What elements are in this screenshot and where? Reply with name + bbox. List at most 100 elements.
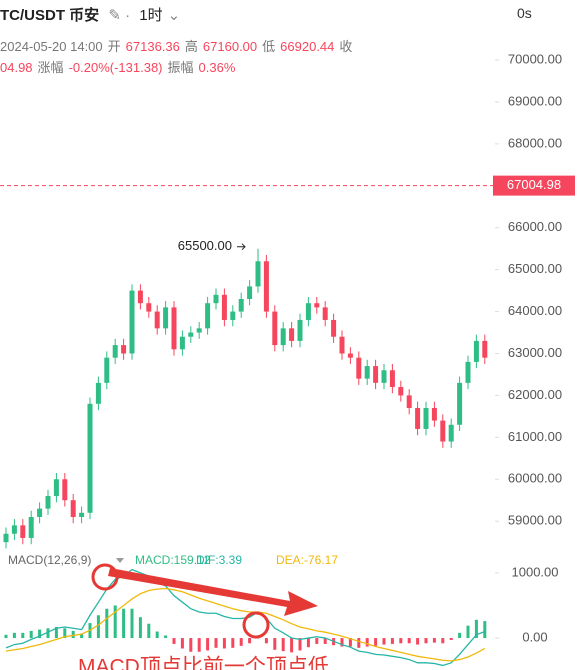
histogram-bar xyxy=(357,638,361,648)
legend-entry: DIF:3.39 xyxy=(196,553,242,567)
candle-body xyxy=(406,395,412,408)
info-text: 开 xyxy=(107,39,121,54)
candle-body xyxy=(163,307,169,329)
candle-body xyxy=(473,340,479,362)
last-price-box xyxy=(493,175,575,196)
y-tick-label: 65000.00 xyxy=(508,261,562,276)
symbol[interactable]: TC/USDT 币安 xyxy=(0,7,100,24)
histogram-bar xyxy=(147,623,151,639)
candle-body xyxy=(373,366,379,383)
candle-body xyxy=(53,479,59,497)
candle-body xyxy=(179,336,185,350)
histogram-bar xyxy=(206,638,210,651)
candle-body xyxy=(221,294,227,320)
histogram-bar xyxy=(474,619,478,639)
candle-body xyxy=(415,407,421,429)
histogram-bar xyxy=(239,638,243,646)
highlight-circle xyxy=(91,563,119,591)
info-text: 高 xyxy=(184,39,198,54)
info-text: 67160.00 xyxy=(202,39,258,54)
candle-body xyxy=(263,261,269,312)
candle-body xyxy=(314,303,320,308)
info-text: 振幅 xyxy=(167,60,194,75)
histogram-bar xyxy=(231,638,235,648)
histogram-bar xyxy=(96,615,100,639)
candle-body xyxy=(62,479,68,501)
ohlc-line: 2024-05-20 14:00 开 67136.36 高 67160.00 低 66920… xyxy=(0,36,357,55)
highlight-circle xyxy=(242,611,270,639)
candle-body xyxy=(171,307,177,350)
y-tick-label: 62000.00 xyxy=(508,387,562,402)
peak-label: 65500.00 xyxy=(178,238,232,253)
histogram-bar xyxy=(323,638,327,644)
candle-body xyxy=(356,357,362,379)
candle-body xyxy=(289,328,295,341)
histogram-bar xyxy=(416,638,420,645)
candle-body xyxy=(230,311,236,320)
candle-body xyxy=(448,424,454,442)
caret: ⌄ xyxy=(167,7,181,24)
y-tick-label: 60000.00 xyxy=(508,471,562,486)
y-tick-label: 63000.00 xyxy=(508,345,562,360)
histogram-bar xyxy=(21,632,25,639)
histogram-bar xyxy=(130,608,134,639)
histogram-bar xyxy=(449,638,453,641)
edit-icon[interactable]: ✎ · xyxy=(108,7,131,24)
candle-body xyxy=(381,370,387,383)
histogram-bar xyxy=(222,638,226,649)
candle-body xyxy=(3,533,9,543)
timer: 0s xyxy=(517,5,532,21)
dropdown xyxy=(116,558,124,563)
histogram-bar xyxy=(164,635,168,639)
histogram-bar xyxy=(54,626,58,639)
histogram-bar xyxy=(348,638,352,647)
histogram-bar xyxy=(29,630,33,639)
change-line: 04.98 涨幅 -0.20%(-131.38) 振幅 0.36% xyxy=(0,57,240,76)
histogram-bar xyxy=(382,638,386,645)
candle-body xyxy=(255,261,261,287)
legend-entry: DEA:-76.17 xyxy=(276,553,338,567)
candle-body xyxy=(20,525,26,538)
info-text: 涨幅 xyxy=(37,60,64,75)
histogram-bar xyxy=(214,638,218,648)
title-row: TC/USDT 币安 ✎ · 1时 ⌄ xyxy=(0,4,185,25)
candle-body xyxy=(398,387,404,396)
candle-body xyxy=(389,370,395,388)
info-text: -0.20%(-131.38) xyxy=(68,60,163,75)
y-tick-label: 70000.00 xyxy=(508,51,562,66)
candle-body xyxy=(272,311,278,346)
candle-body xyxy=(364,366,370,379)
candle-body xyxy=(196,328,202,333)
histogram-bar xyxy=(46,628,50,639)
histogram-bar xyxy=(340,638,344,647)
candle-body xyxy=(339,336,345,354)
candle-body xyxy=(280,328,286,346)
histogram-bar xyxy=(424,638,428,644)
candle-body xyxy=(213,294,219,304)
peak-arrow xyxy=(237,243,246,251)
macd-line xyxy=(5,587,486,662)
histogram-bar xyxy=(306,638,310,648)
y-tick-label: 1000.00 xyxy=(512,564,559,579)
info-text: 收 xyxy=(339,39,353,54)
y-tick-label: 61000.00 xyxy=(508,429,562,444)
histogram-bar xyxy=(155,631,159,639)
histogram-bar xyxy=(180,638,184,649)
y-tick-label: 59000.00 xyxy=(508,513,562,528)
interval[interactable]: 1时 xyxy=(139,7,163,24)
annotation: MACD顶点比前一个顶点低 xyxy=(78,656,329,670)
candle-body xyxy=(188,332,194,337)
candle-body xyxy=(146,303,152,312)
histogram-bar xyxy=(12,632,16,639)
info-text: 低 xyxy=(262,39,276,54)
candle-body xyxy=(305,303,311,320)
candle-body xyxy=(465,361,471,383)
candle-body xyxy=(28,516,34,538)
legend-entry: MACD:159.12 xyxy=(135,553,211,567)
histogram-bar xyxy=(113,605,117,639)
histogram-bar xyxy=(38,629,42,639)
histogram-bar xyxy=(466,625,470,639)
candle-body xyxy=(423,407,429,429)
trend-arrow xyxy=(108,568,318,616)
